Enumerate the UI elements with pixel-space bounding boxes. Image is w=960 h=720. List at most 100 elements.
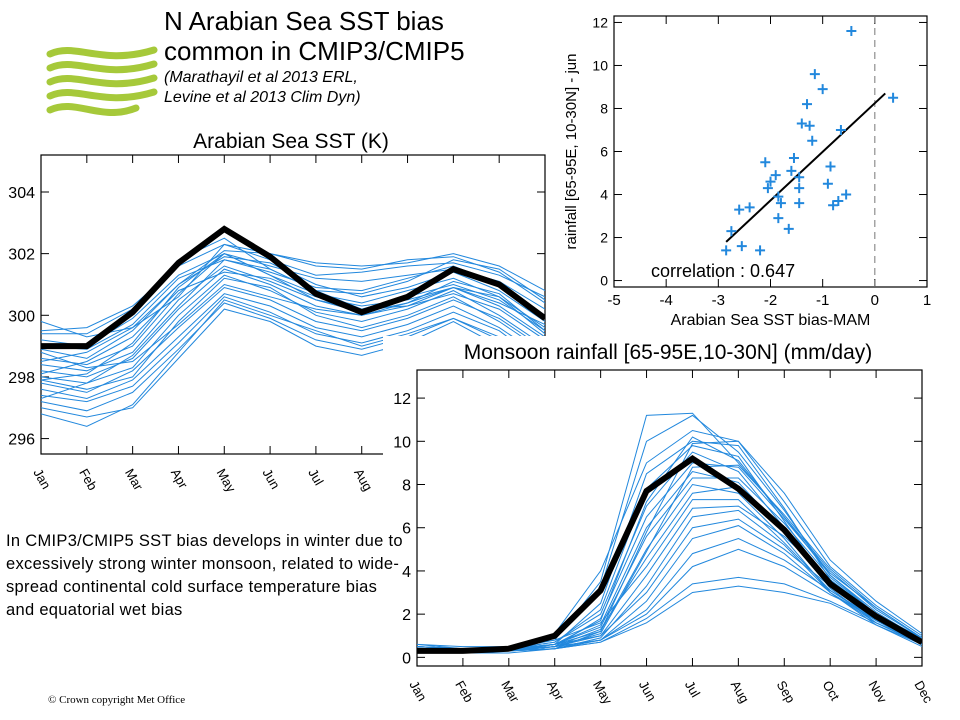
correlation-annotation: correlation : 0.647 <box>651 261 795 281</box>
data-point <box>817 84 828 95</box>
data-point <box>825 161 836 172</box>
data-point <box>760 157 771 168</box>
y-tick-label: 10 <box>592 57 608 73</box>
data-point <box>765 176 776 187</box>
subtitle-line1: (Marathayil et al 2013 ERL, <box>164 69 358 86</box>
y-tick-label: 8 <box>600 100 608 116</box>
y-tick-label: 4 <box>402 564 411 581</box>
data-point <box>734 204 745 215</box>
data-point <box>804 120 815 131</box>
model-series-line <box>41 308 545 418</box>
model-series-line <box>41 277 545 390</box>
slide-title-line2: common in CMIP3/CMIP5 <box>164 36 465 66</box>
met-office-logo-icon <box>46 46 158 116</box>
model-series-line <box>41 243 545 332</box>
data-point <box>770 170 781 181</box>
data-point <box>736 241 747 252</box>
y-tick-label: 298 <box>8 370 35 387</box>
data-point <box>794 172 805 183</box>
x-tick-label: 0 <box>871 292 879 309</box>
data-point <box>796 118 807 129</box>
x-tick-label: -1 <box>816 292 829 309</box>
observed-series-line <box>41 225 545 350</box>
model-series-line <box>41 253 545 366</box>
rainfall-chart: Monsoon rainfall [65-95E,10-30N] (mm/day… <box>383 336 960 720</box>
plot-frame <box>416 369 923 667</box>
data-point <box>846 26 857 37</box>
data-point <box>822 178 833 189</box>
y-tick-label: 8 <box>402 478 411 495</box>
data-point <box>835 124 846 135</box>
model-series-line <box>41 286 545 393</box>
slide-subtitle: (Marathayil et al 2013 ERL, Levine et al … <box>164 68 361 108</box>
x-axis-label: Arabian Sea SST bias-MAM <box>671 312 871 329</box>
data-point <box>726 226 737 237</box>
slide-title-line1: N Arabian Sea SST bias <box>164 6 444 36</box>
model-series-line <box>41 283 545 369</box>
y-tick-label: 6 <box>402 521 411 538</box>
observed-series-line <box>417 454 922 654</box>
subtitle-line2: Levine et al 2013 Clim Dyn) <box>164 89 361 106</box>
data-point <box>807 135 818 146</box>
data-point <box>721 245 732 256</box>
y-axis-label: rainfall [65-95E, 10-30N] - jun <box>563 54 580 250</box>
y-tick-label: 12 <box>592 14 608 30</box>
model-series-line <box>41 299 545 427</box>
y-tick-label: 296 <box>8 432 35 449</box>
y-tick-label: 0 <box>600 273 608 289</box>
y-tick-label: 304 <box>8 185 35 202</box>
x-tick-label: Apr <box>168 466 191 492</box>
x-tick-label: 1 <box>923 292 931 309</box>
x-tick-label: -2 <box>764 292 777 309</box>
body-text: In CMIP3/CMIP5 SST bias develops in wint… <box>6 532 403 619</box>
plot-frame <box>613 15 928 288</box>
data-point <box>783 223 794 234</box>
data-point <box>833 195 844 206</box>
x-tick-label: Mar <box>122 466 147 493</box>
data-point <box>773 191 784 202</box>
y-tick-label: 300 <box>8 308 35 325</box>
data-point <box>762 183 773 194</box>
x-tick-label: -5 <box>607 292 620 309</box>
data-point <box>794 198 805 209</box>
y-tick-label: 4 <box>600 187 608 203</box>
x-tick-label: -4 <box>659 292 672 309</box>
slide-title: N Arabian Sea SST bias common in CMIP3/CM… <box>164 6 465 66</box>
data-point <box>786 165 797 176</box>
y-tick-label: 2 <box>402 607 411 624</box>
x-tick-label: Jan <box>30 466 53 492</box>
copyright: © Crown copyright Met Office <box>48 694 186 706</box>
x-tick-label: Jul <box>682 678 703 700</box>
data-point <box>888 92 899 103</box>
model-series-line <box>41 250 545 362</box>
data-point <box>775 198 786 209</box>
x-tick-label: May <box>214 466 240 495</box>
model-series-line <box>41 243 545 338</box>
x-tick-label: Aug <box>351 466 376 494</box>
data-point <box>828 200 839 211</box>
y-tick-label: 12 <box>393 391 411 408</box>
data-point <box>809 69 820 80</box>
model-series-line <box>41 293 545 400</box>
y-tick-label: 2 <box>600 230 608 246</box>
x-tick-label: Feb <box>76 466 100 493</box>
x-tick-label: -3 <box>712 292 725 309</box>
data-point <box>773 213 784 224</box>
y-tick-label: 302 <box>8 247 35 264</box>
x-tick-label: Jul <box>305 466 326 488</box>
y-tick-label: 6 <box>600 144 608 160</box>
chart-title: Monsoon rainfall [65-95E,10-30N] (mm/day… <box>464 341 873 364</box>
plot-frame <box>40 154 546 455</box>
x-tick-label: Jun <box>259 466 282 492</box>
chart-title: Arabian Sea SST (K) <box>193 130 389 153</box>
data-point <box>794 183 805 194</box>
data-point <box>755 245 766 256</box>
data-point <box>788 152 799 163</box>
y-tick-label: 0 <box>402 650 411 667</box>
model-series-line <box>41 253 545 381</box>
sst-chart: Arabian Sea SST (K) 296 298 300 302 304 Jan Feb… <box>8 130 559 495</box>
model-series-line <box>41 265 545 372</box>
model-series-line <box>41 259 545 399</box>
